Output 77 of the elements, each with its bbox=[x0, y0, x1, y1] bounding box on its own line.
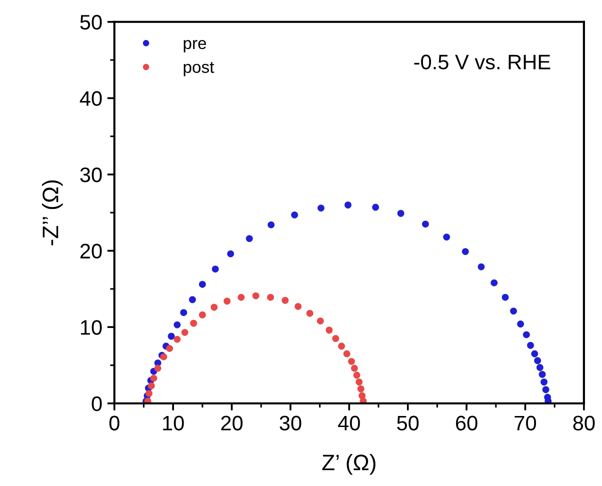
y-tick-label: 30 bbox=[80, 167, 102, 182]
point bbox=[318, 204, 324, 212]
point bbox=[522, 331, 530, 338]
point bbox=[282, 296, 289, 304]
point bbox=[150, 374, 158, 382]
x-tick-label: 10 bbox=[163, 416, 184, 430]
y-axis-title: -Z’’ (Ω) bbox=[42, 180, 63, 246]
x-tick-label: 70 bbox=[514, 416, 536, 430]
x-axis-title: Z’ (Ω) bbox=[322, 454, 376, 475]
point bbox=[531, 350, 538, 358]
y-tick-label: 40 bbox=[80, 91, 102, 106]
point bbox=[306, 310, 314, 317]
point bbox=[316, 318, 324, 324]
point bbox=[174, 321, 181, 328]
point bbox=[198, 311, 206, 318]
point bbox=[332, 335, 340, 342]
point bbox=[227, 250, 234, 258]
point bbox=[443, 234, 450, 241]
point bbox=[181, 328, 188, 336]
x-tick-label: 50 bbox=[397, 416, 419, 430]
point bbox=[198, 280, 206, 288]
point bbox=[350, 364, 358, 372]
x-tick-label: 0 bbox=[109, 416, 120, 430]
point bbox=[348, 358, 355, 365]
point bbox=[166, 344, 174, 352]
point bbox=[343, 350, 350, 358]
point bbox=[356, 378, 363, 386]
point bbox=[538, 370, 546, 378]
y-tick-label: 20 bbox=[80, 244, 102, 259]
point bbox=[168, 332, 175, 340]
point bbox=[190, 320, 198, 327]
point bbox=[517, 320, 524, 328]
point bbox=[536, 364, 544, 371]
point bbox=[238, 294, 245, 301]
point bbox=[291, 211, 298, 218]
point bbox=[540, 378, 548, 386]
point bbox=[527, 342, 534, 349]
point bbox=[188, 296, 196, 304]
point bbox=[252, 292, 260, 300]
legend-label: post bbox=[184, 62, 214, 76]
point bbox=[542, 386, 550, 394]
point bbox=[212, 266, 219, 273]
point bbox=[146, 390, 152, 397]
point bbox=[180, 309, 188, 316]
point bbox=[510, 308, 517, 315]
point bbox=[246, 235, 253, 242]
point bbox=[353, 372, 360, 379]
point bbox=[502, 294, 509, 301]
point bbox=[338, 342, 345, 350]
point bbox=[534, 357, 542, 364]
point bbox=[294, 303, 302, 310]
x-tick-label: 80 bbox=[573, 416, 595, 430]
point bbox=[267, 294, 274, 301]
y-tick-label: 0 bbox=[92, 396, 102, 412]
point bbox=[344, 202, 352, 208]
point bbox=[224, 298, 231, 305]
point bbox=[372, 204, 380, 211]
point bbox=[357, 385, 364, 392]
point bbox=[148, 382, 155, 390]
x-tick-label: 40 bbox=[338, 416, 360, 430]
x-tick-label: 30 bbox=[280, 416, 302, 430]
point bbox=[490, 279, 498, 286]
point bbox=[478, 263, 485, 270]
point bbox=[462, 248, 469, 256]
point bbox=[210, 304, 218, 311]
x-tick-label: 20 bbox=[221, 416, 243, 430]
point bbox=[268, 221, 275, 228]
legend-label: pre bbox=[184, 40, 206, 52]
point bbox=[397, 210, 404, 217]
y-tick-label: 10 bbox=[80, 320, 102, 335]
point bbox=[422, 220, 429, 228]
point bbox=[174, 336, 181, 343]
point bbox=[154, 364, 162, 372]
point bbox=[326, 326, 333, 334]
annotation: -0.5 V vs. RHE bbox=[414, 54, 550, 70]
y-tick-label: 50 bbox=[80, 14, 102, 30]
x-tick-label: 60 bbox=[456, 416, 478, 430]
